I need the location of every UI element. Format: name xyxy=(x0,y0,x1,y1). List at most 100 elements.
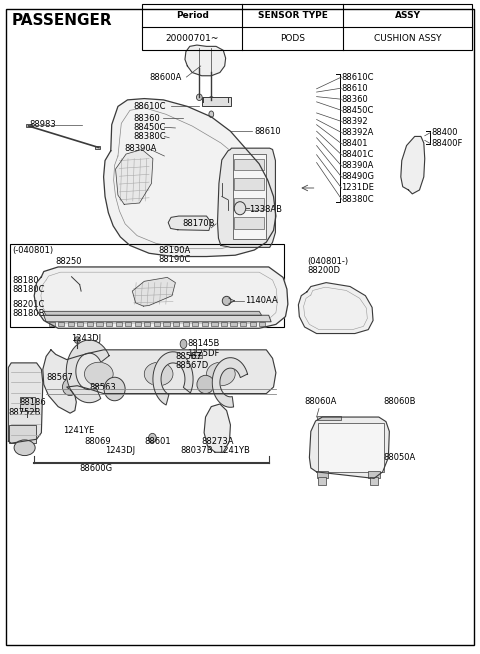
Text: 88400: 88400 xyxy=(432,128,458,137)
Text: 20000701~: 20000701~ xyxy=(166,34,219,43)
Polygon shape xyxy=(299,283,373,334)
Polygon shape xyxy=(44,315,271,322)
Bar xyxy=(370,477,378,485)
Text: 88610C: 88610C xyxy=(134,102,166,111)
Text: ASSY: ASSY xyxy=(395,11,420,20)
Text: 88180: 88180 xyxy=(12,275,39,284)
Text: 88610: 88610 xyxy=(341,84,368,93)
Bar xyxy=(116,322,122,326)
Bar xyxy=(202,97,231,107)
Bar xyxy=(234,178,264,190)
Ellipse shape xyxy=(206,362,235,386)
Text: PODS: PODS xyxy=(280,34,305,43)
Bar xyxy=(9,425,36,443)
Ellipse shape xyxy=(14,440,35,456)
Bar xyxy=(96,322,103,326)
Text: 88273A: 88273A xyxy=(202,437,234,446)
Polygon shape xyxy=(217,148,276,247)
Text: 88600G: 88600G xyxy=(80,464,113,473)
Bar xyxy=(317,417,340,420)
Polygon shape xyxy=(310,417,389,479)
Polygon shape xyxy=(34,267,288,328)
Bar xyxy=(318,423,384,472)
Text: 88201C: 88201C xyxy=(12,300,45,309)
Bar xyxy=(25,124,32,128)
Polygon shape xyxy=(132,277,175,306)
Bar xyxy=(68,322,74,326)
Bar xyxy=(221,322,227,326)
Text: 88567D: 88567D xyxy=(175,361,209,370)
Bar xyxy=(317,471,328,479)
Polygon shape xyxy=(66,340,109,403)
Ellipse shape xyxy=(208,97,214,103)
Bar xyxy=(142,4,472,50)
Text: 88401: 88401 xyxy=(341,139,368,148)
Bar xyxy=(233,154,266,239)
Text: 1243DJ: 1243DJ xyxy=(72,334,102,343)
Text: 88380C: 88380C xyxy=(134,132,167,141)
Polygon shape xyxy=(116,150,153,204)
Text: 88190C: 88190C xyxy=(158,255,191,264)
Bar xyxy=(234,217,264,229)
Text: 88060A: 88060A xyxy=(305,397,337,406)
Ellipse shape xyxy=(62,379,78,396)
Text: 88392: 88392 xyxy=(341,117,368,126)
Bar xyxy=(319,477,326,485)
Bar xyxy=(173,322,179,326)
Text: 88563: 88563 xyxy=(89,383,116,392)
Polygon shape xyxy=(401,137,425,194)
Text: (-040801): (-040801) xyxy=(12,246,53,255)
Text: 88060B: 88060B xyxy=(384,397,416,406)
Bar xyxy=(163,322,169,326)
Bar xyxy=(96,146,100,149)
Text: Period: Period xyxy=(176,11,209,20)
Text: 1125DF: 1125DF xyxy=(187,349,220,358)
Bar xyxy=(368,471,380,479)
Polygon shape xyxy=(44,311,262,315)
Text: 88250: 88250 xyxy=(56,257,82,266)
Text: 88360: 88360 xyxy=(134,114,160,123)
Text: 88610C: 88610C xyxy=(341,73,374,82)
Text: 88037B: 88037B xyxy=(180,446,213,455)
Text: 1140AA: 1140AA xyxy=(245,296,277,305)
Bar xyxy=(182,322,189,326)
Polygon shape xyxy=(212,358,248,407)
Ellipse shape xyxy=(196,94,202,101)
Ellipse shape xyxy=(104,377,125,401)
Text: 88610: 88610 xyxy=(254,127,281,136)
Bar xyxy=(20,398,35,411)
Bar xyxy=(87,322,93,326)
Ellipse shape xyxy=(74,337,80,343)
Bar xyxy=(106,322,112,326)
Polygon shape xyxy=(43,350,276,413)
Bar xyxy=(10,244,284,327)
Polygon shape xyxy=(185,45,226,76)
Text: 88186: 88186 xyxy=(20,398,47,407)
Bar xyxy=(77,322,84,326)
Text: 88567: 88567 xyxy=(46,373,73,382)
Text: 88601: 88601 xyxy=(144,437,171,446)
Text: 88190A: 88190A xyxy=(158,246,191,255)
Bar xyxy=(58,322,64,326)
Text: 88752B: 88752B xyxy=(8,408,41,417)
Bar xyxy=(135,322,141,326)
Text: CUSHION ASSY: CUSHION ASSY xyxy=(374,34,441,43)
Text: 88390A: 88390A xyxy=(124,145,156,153)
Text: 88069: 88069 xyxy=(84,437,111,446)
Text: 88050A: 88050A xyxy=(384,453,416,462)
Text: 88600A: 88600A xyxy=(149,73,181,82)
Ellipse shape xyxy=(209,111,214,118)
Text: PASSENGER: PASSENGER xyxy=(11,13,112,27)
Text: SENSOR TYPE: SENSOR TYPE xyxy=(258,11,327,20)
Bar xyxy=(234,159,264,171)
Text: 88180B: 88180B xyxy=(12,309,45,318)
Text: 88180C: 88180C xyxy=(12,284,45,294)
Bar xyxy=(154,322,160,326)
Text: 88200D: 88200D xyxy=(307,266,340,275)
Text: 88380C: 88380C xyxy=(341,195,374,203)
Bar xyxy=(125,322,132,326)
Bar xyxy=(144,322,151,326)
Text: 88170B: 88170B xyxy=(182,219,215,228)
Ellipse shape xyxy=(222,296,231,305)
Bar xyxy=(211,322,217,326)
